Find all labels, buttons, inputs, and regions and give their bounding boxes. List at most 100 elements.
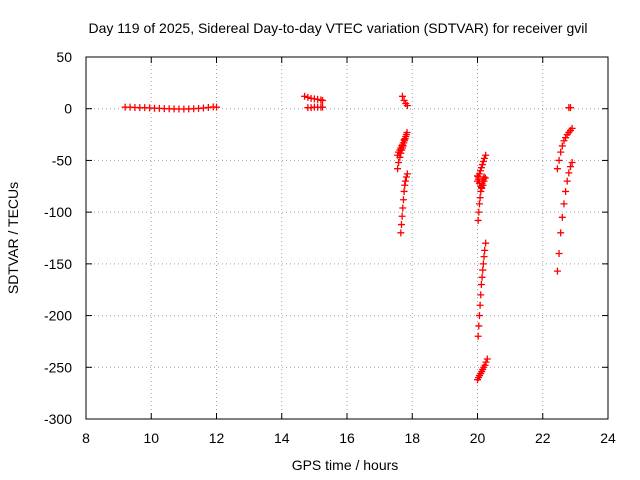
- data-point: [568, 158, 576, 166]
- data-point: [477, 183, 485, 191]
- data-point: [566, 163, 574, 171]
- data-point: [401, 177, 409, 185]
- data-point: [568, 124, 576, 132]
- data-point: [399, 196, 407, 204]
- data-point: [477, 164, 485, 172]
- y-tick-label: -50: [52, 152, 72, 168]
- series-arc-2a: [301, 92, 327, 104]
- data-point: [482, 239, 490, 247]
- data-point: [555, 250, 563, 258]
- y-tick-label: -200: [44, 308, 72, 324]
- data-point: [399, 204, 407, 212]
- data-point: [477, 291, 485, 299]
- data-point: [557, 148, 565, 156]
- data-point: [483, 355, 491, 363]
- data-point: [481, 246, 489, 254]
- data-point: [557, 229, 565, 237]
- data-point: [476, 167, 484, 175]
- data-point: [558, 213, 566, 221]
- y-tick-label: 0: [64, 101, 72, 117]
- data-point: [400, 96, 408, 104]
- x-tick-label: 10: [143, 430, 159, 446]
- data-point: [560, 137, 568, 145]
- series-arc-4c: [474, 173, 488, 224]
- y-tick-label: -150: [44, 256, 72, 272]
- data-point: [394, 151, 402, 159]
- x-axis-label: GPS time / hours: [292, 457, 399, 473]
- data-point: [402, 173, 410, 181]
- data-point: [555, 156, 563, 164]
- data-point: [479, 157, 487, 165]
- data-point: [474, 216, 482, 224]
- data-point: [481, 361, 489, 369]
- y-tick-label: -250: [44, 359, 72, 375]
- series-arc-5a: [565, 104, 574, 112]
- data-point: [400, 136, 408, 144]
- data-point: [482, 358, 490, 366]
- data-point: [553, 267, 561, 275]
- data-point: [566, 104, 574, 112]
- data-point: [475, 200, 483, 208]
- data-point: [403, 102, 411, 110]
- data-point: [476, 301, 484, 309]
- data-point: [403, 170, 411, 178]
- data-point: [398, 92, 406, 100]
- data-point: [558, 142, 566, 150]
- data-point: [478, 161, 486, 169]
- y-tick-label: 50: [56, 49, 72, 65]
- y-tick-label: -100: [44, 204, 72, 220]
- data-point: [480, 253, 488, 261]
- data-point: [319, 96, 327, 104]
- data-point: [475, 208, 483, 216]
- x-tick-label: 24: [600, 430, 616, 446]
- series-arc-3d: [397, 170, 411, 237]
- data-point: [482, 151, 490, 159]
- data-point: [562, 134, 570, 142]
- data-point: [400, 187, 408, 195]
- data-point: [479, 260, 487, 268]
- data-point: [304, 93, 312, 101]
- data-point: [477, 281, 485, 289]
- data-point: [565, 169, 573, 177]
- data-point: [301, 92, 309, 100]
- data-point: [319, 103, 327, 111]
- data-point: [398, 142, 406, 150]
- x-tick-label: 22: [535, 430, 551, 446]
- data-point: [476, 194, 484, 202]
- data-point: [401, 181, 409, 189]
- data-point: [213, 103, 220, 111]
- data-point: [475, 312, 483, 320]
- data-point: [562, 187, 570, 195]
- x-tick-label: 12: [209, 430, 225, 446]
- series-arc-3a: [398, 92, 411, 110]
- x-tick-label: 18: [404, 430, 420, 446]
- series-arc-4e: [474, 355, 491, 384]
- data-point: [474, 172, 481, 180]
- data-point: [397, 221, 405, 229]
- x-tick-label: 20: [470, 430, 486, 446]
- plot-frame: [85, 56, 609, 420]
- series-arc-2b: [304, 103, 327, 112]
- chart-title: Day 119 of 2025, Sidereal Day-to-day VTE…: [88, 20, 587, 36]
- data-points: [121, 92, 576, 384]
- data-point: [478, 273, 486, 281]
- data-point: [397, 229, 405, 237]
- data-point: [475, 322, 483, 330]
- data-point: [399, 139, 407, 147]
- data-point: [553, 165, 561, 173]
- data-point: [479, 266, 487, 274]
- data-point: [477, 187, 485, 195]
- data-point: [398, 212, 406, 220]
- series-arc-1: [121, 103, 220, 113]
- x-tick-label: 14: [274, 430, 290, 446]
- x-tick-label: 8: [82, 430, 90, 446]
- data-point: [395, 158, 403, 166]
- y-axis-label: SDTVAR / TECUs: [5, 182, 21, 294]
- axis-ticks: 8 10 12 14 16 18 20 22 24 -300 -250 -200 -150 -100 -50…: [44, 49, 616, 446]
- data-point: [474, 332, 482, 340]
- series-arc-5c: [553, 158, 576, 275]
- series-arc-5b: [553, 124, 576, 173]
- data-point: [480, 154, 488, 162]
- data-point: [394, 165, 402, 173]
